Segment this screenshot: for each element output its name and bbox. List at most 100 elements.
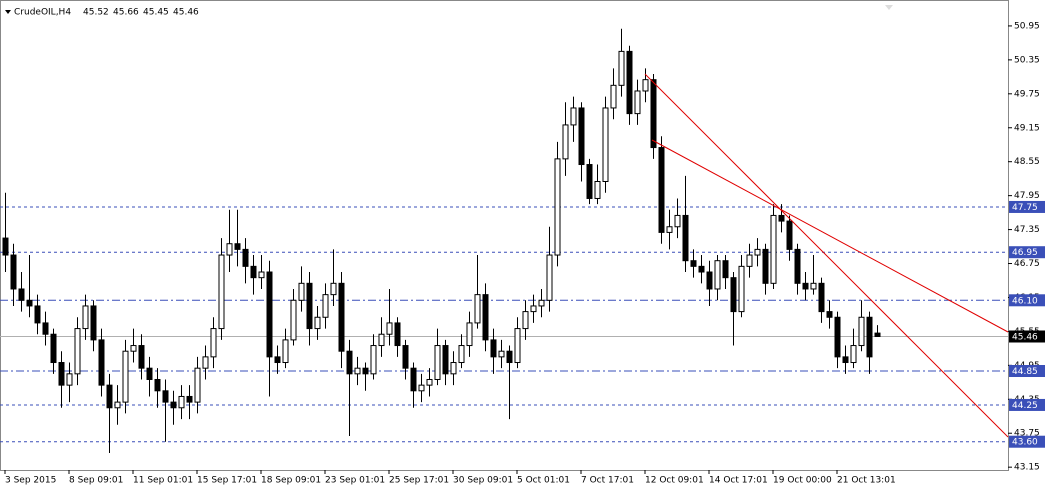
candle-body bbox=[514, 328, 521, 364]
axes: 50.95 50.35 49.75 49.15 48.55 47.95 47.35 46.75… bbox=[4, 21, 1045, 486]
candle-body bbox=[650, 79, 657, 149]
candle-body bbox=[370, 345, 377, 375]
candle-body bbox=[682, 214, 689, 262]
candle-body bbox=[546, 254, 553, 301]
candle-body bbox=[522, 311, 529, 330]
candle-body bbox=[714, 260, 721, 290]
x-tick-label: 25 Sep 17:01 bbox=[389, 476, 449, 486]
candle-body bbox=[114, 401, 121, 409]
candle-body bbox=[226, 243, 233, 256]
candle-body bbox=[250, 265, 257, 279]
candle-body bbox=[458, 345, 465, 364]
candle-body bbox=[346, 350, 353, 375]
candle-body bbox=[266, 271, 273, 358]
candle-body bbox=[770, 214, 777, 284]
candle-body bbox=[378, 333, 385, 347]
x-tick-label: 30 Sep 09:01 bbox=[453, 476, 513, 486]
candle-body bbox=[66, 373, 73, 386]
ohlc-high: 45.66 bbox=[113, 8, 139, 18]
candle-body bbox=[826, 311, 833, 318]
candle-body bbox=[298, 282, 305, 301]
candle-body bbox=[290, 299, 297, 341]
candle-body bbox=[386, 322, 393, 335]
candle-body bbox=[466, 322, 473, 347]
x-tick-label: 3 Sep 2015 bbox=[5, 476, 56, 486]
candle-body bbox=[722, 260, 729, 279]
candle-body bbox=[218, 254, 225, 330]
y-tick-label: 49.15 bbox=[1014, 123, 1040, 133]
candle-body bbox=[626, 50, 633, 115]
candle-body bbox=[818, 282, 825, 313]
level-label-box bbox=[1009, 330, 1045, 343]
x-tick-label: 23 Sep 01:01 bbox=[325, 476, 385, 486]
candle-body bbox=[794, 248, 801, 284]
y-tick-label: 47.95 bbox=[1014, 191, 1040, 201]
trend-line bbox=[644, 73, 1009, 438]
candle-body bbox=[322, 294, 329, 318]
candle-body bbox=[338, 282, 345, 352]
candle-body bbox=[434, 345, 441, 380]
candle-body bbox=[674, 214, 681, 228]
candle-body bbox=[354, 367, 361, 375]
candle-body bbox=[162, 390, 169, 403]
x-tick-label: 7 Oct 17:01 bbox=[581, 476, 634, 486]
candle-body bbox=[154, 378, 161, 392]
candle-body bbox=[2, 237, 9, 256]
candle-body bbox=[138, 345, 145, 369]
candle-body bbox=[42, 322, 49, 335]
menu-arrow bbox=[5, 10, 11, 14]
y-tick-label: 47.35 bbox=[1014, 225, 1040, 235]
shift-marker bbox=[885, 5, 893, 10]
y-tick-label: 50.35 bbox=[1014, 55, 1040, 65]
price-levels bbox=[0, 206, 1008, 443]
candle-body bbox=[842, 356, 849, 364]
level-label: 46.95 bbox=[1012, 248, 1038, 258]
candle-body bbox=[242, 248, 249, 267]
candle-body bbox=[506, 350, 513, 364]
candle-body bbox=[594, 180, 601, 199]
candle-body bbox=[490, 339, 497, 358]
candle-body bbox=[602, 107, 609, 182]
candle-body bbox=[210, 328, 217, 358]
candle-body bbox=[642, 79, 649, 92]
x-tick-label: 18 Sep 09:01 bbox=[261, 476, 321, 486]
level-label-box bbox=[1009, 398, 1045, 411]
candle-body bbox=[834, 316, 841, 358]
y-tick-label: 48.55 bbox=[1014, 157, 1040, 167]
x-tick-label: 8 Sep 09:01 bbox=[69, 476, 123, 486]
y-tick-label: 50.95 bbox=[1014, 21, 1040, 31]
candle-body bbox=[90, 305, 97, 341]
level-label-box bbox=[1009, 294, 1045, 307]
candles bbox=[2, 28, 881, 454]
candle-body bbox=[786, 220, 793, 250]
candle-body bbox=[850, 345, 857, 364]
candle-body bbox=[554, 158, 561, 256]
candle-body bbox=[98, 339, 105, 386]
candle-body bbox=[690, 260, 697, 267]
candle-body bbox=[778, 214, 785, 222]
x-tick-label: 21 Oct 13:01 bbox=[837, 476, 896, 486]
level-label: 43.60 bbox=[1012, 438, 1038, 448]
level-label: 46.10 bbox=[1012, 296, 1038, 306]
candle-body bbox=[562, 124, 569, 160]
y-tick-label: 49.75 bbox=[1014, 89, 1040, 99]
candle-body bbox=[610, 84, 617, 109]
candle-body bbox=[394, 322, 401, 347]
candle-body bbox=[26, 299, 33, 307]
candle-body bbox=[858, 316, 865, 347]
candle-body bbox=[146, 367, 153, 380]
candle-body bbox=[474, 294, 481, 324]
candle-body bbox=[282, 339, 289, 364]
symbol-title: CrudeOIL,H4 bbox=[14, 8, 71, 18]
candle-body bbox=[810, 282, 817, 290]
candle-body bbox=[82, 305, 89, 330]
candle-body bbox=[738, 265, 745, 313]
candle-body bbox=[498, 350, 505, 358]
candle-body bbox=[194, 367, 201, 403]
candle-body bbox=[754, 248, 761, 256]
ohlc-open: 45.52 bbox=[83, 8, 109, 18]
x-tick-label: 12 Oct 09:01 bbox=[645, 476, 704, 486]
x-tick-label: 11 Sep 01:01 bbox=[133, 476, 193, 486]
level-label-box bbox=[1009, 365, 1045, 378]
